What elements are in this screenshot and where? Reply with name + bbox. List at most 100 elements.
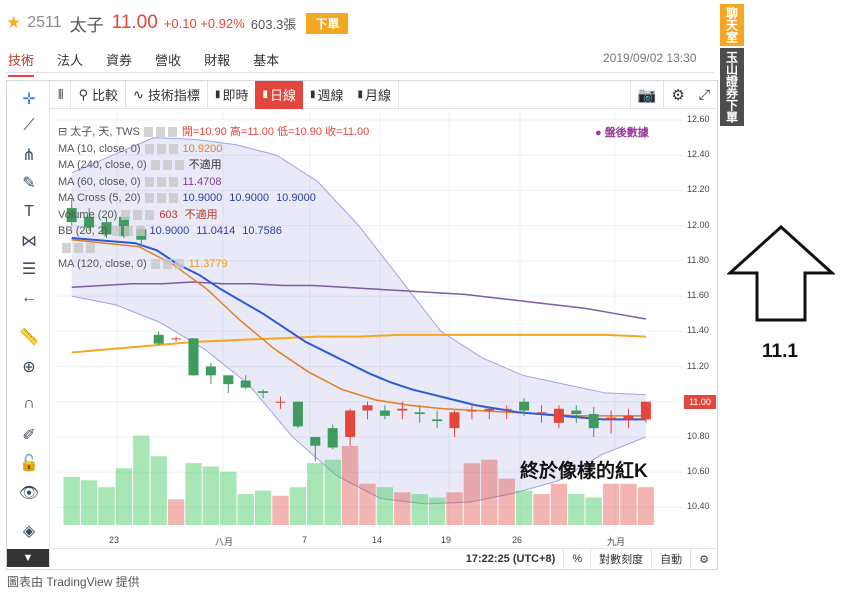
candle-body bbox=[379, 410, 390, 416]
legend-value: 10.9000 bbox=[149, 225, 190, 237]
compare-button[interactable]: ⚲ 比較 bbox=[71, 81, 125, 109]
pitchfork-icon[interactable]: ⋔ bbox=[22, 147, 36, 164]
period-icon: ▮ bbox=[214, 89, 221, 100]
legend-value: 603 bbox=[159, 208, 178, 221]
time-tick-label: 7 bbox=[302, 535, 308, 545]
pencil-lock-icon[interactable]: ✐ bbox=[22, 427, 36, 444]
legend-action-icons[interactable] bbox=[150, 259, 185, 270]
settings-icon[interactable]: ⚙ bbox=[671, 86, 685, 104]
after-hours-label[interactable]: ● 盤後數據 bbox=[595, 124, 649, 140]
legend-toggle-icon[interactable]: ⊟ bbox=[58, 126, 68, 138]
fib-icon[interactable]: ☰ bbox=[21, 261, 37, 278]
datetime: 2019/09/02 13:30 bbox=[603, 51, 697, 65]
camera-icon[interactable]: 📷 bbox=[637, 86, 657, 104]
indicators-button[interactable]: ∿ 技術指標 bbox=[126, 81, 207, 109]
legend-indicator-name: MA (120, close, 0) bbox=[58, 258, 147, 270]
volume-bar bbox=[498, 478, 515, 525]
ruler-icon[interactable]: 📏 bbox=[19, 329, 39, 346]
tab-basic[interactable]: 基本 bbox=[253, 53, 280, 68]
tab-revenue[interactable]: 營收 bbox=[155, 53, 182, 68]
tab-institutional[interactable]: 法人 bbox=[57, 53, 84, 68]
legend-row: MA (240, close, 0) 不適用 bbox=[58, 157, 369, 174]
legend-indicator-name: MA Cross (5, 20) bbox=[58, 192, 141, 204]
price-axis[interactable]: 12.60 12.40 12.20 12.00 11.80 11.60 11.40 11.20… bbox=[683, 110, 717, 550]
candle-body bbox=[66, 208, 77, 223]
legend-action-icons[interactable] bbox=[144, 176, 179, 187]
auto-scale-toggle[interactable]: 自動 bbox=[651, 548, 690, 570]
toolbar-separator bbox=[125, 80, 127, 109]
annotation-value: 11.1 bbox=[762, 341, 798, 362]
pattern-icon[interactable]: ⋈ bbox=[21, 233, 37, 250]
tab-technical[interactable]: 技術 bbox=[8, 50, 35, 77]
candle-style-button[interactable]: ⫴ bbox=[51, 81, 70, 109]
legend-value: 11.4708 bbox=[182, 175, 222, 188]
broker-order-tab[interactable]: 玉山證券下單 bbox=[720, 48, 744, 126]
time-tick-label: 14 bbox=[372, 535, 383, 545]
chatroom-tab[interactable]: 聊天室 bbox=[720, 4, 744, 46]
period-realtime[interactable]: ▮ 即時 bbox=[208, 81, 256, 109]
time-axis[interactable]: 23 八月 7 14 19 26 九月 bbox=[55, 535, 683, 548]
trendline-icon[interactable]: ⟋ bbox=[23, 117, 35, 134]
legend-value: 10.9000 bbox=[182, 192, 223, 204]
legend-row: BB (20, 2) 10.9000 11.0414 10.7586 bbox=[58, 223, 369, 240]
moving-average-line bbox=[71, 281, 647, 320]
candle-body bbox=[536, 412, 547, 414]
legend-action-icons[interactable] bbox=[150, 160, 185, 171]
volume-bar bbox=[428, 497, 446, 525]
price-tick-label: 12.00 bbox=[687, 219, 710, 230]
text-icon[interactable]: T bbox=[24, 203, 34, 220]
legend-row: MA (10, close, 0) 10.9200 bbox=[58, 141, 369, 158]
order-button[interactable]: 下單 bbox=[306, 12, 349, 34]
magnet-icon[interactable]: ∩ bbox=[23, 395, 35, 412]
indicators-label: 技術指標 bbox=[147, 88, 200, 103]
lock-icon[interactable]: 🔓 bbox=[19, 455, 39, 472]
price-chart[interactable] bbox=[55, 110, 683, 530]
legend-action-icons[interactable] bbox=[62, 242, 96, 253]
compare-icon: ⚲ bbox=[78, 86, 88, 102]
period-weekly[interactable]: ▮ 週線 bbox=[303, 81, 351, 109]
volume-bar bbox=[481, 459, 498, 525]
legend-action-icons[interactable] bbox=[111, 226, 146, 237]
candle-icon: ⫴ bbox=[58, 86, 64, 102]
candle-body bbox=[640, 401, 651, 420]
brush-icon[interactable]: ✎ bbox=[22, 175, 36, 192]
legend-row bbox=[58, 240, 369, 257]
time-tick-label: 19 bbox=[441, 535, 452, 545]
last-price-tag: 11.00 bbox=[684, 394, 716, 409]
legend-symbol: 太子, 天, TWS bbox=[70, 126, 140, 138]
volume-bar bbox=[220, 471, 237, 525]
volume-bar bbox=[533, 494, 550, 525]
fullscreen-icon[interactable]: ⤢ bbox=[698, 86, 710, 102]
legend-row: MA (120, close, 0) 11.3779 bbox=[58, 256, 369, 273]
crosshair-icon[interactable]: ✛ bbox=[22, 91, 36, 108]
legend-action-icons[interactable] bbox=[143, 127, 178, 138]
tab-margin[interactable]: 資券 bbox=[106, 53, 133, 68]
legend-action-icons[interactable] bbox=[144, 193, 179, 204]
candle-body bbox=[205, 366, 216, 376]
chart-legend: ⊟ 太子, 天, TWS 開=10.90 高=11.00 低=10.90 收=1… bbox=[58, 124, 369, 273]
volume-bar bbox=[133, 435, 150, 525]
collapse-icon[interactable]: ▼ bbox=[7, 549, 49, 567]
period-monthly[interactable]: ▮ 月線 bbox=[351, 81, 399, 109]
toolbar-separator bbox=[629, 80, 631, 109]
legend-indicator-name: MA (10, close, 0) bbox=[58, 142, 141, 155]
eye-icon[interactable]: 👁 bbox=[18, 485, 40, 502]
price-tick-label: 11.80 bbox=[687, 254, 709, 265]
star-icon[interactable]: ★ bbox=[6, 13, 22, 32]
arrow-left-icon[interactable]: ← bbox=[21, 289, 37, 306]
stock-header: ★ 2511 太子 11.00 +0.10 +0.92% 603.3張 下單 bbox=[6, 10, 349, 36]
legend-value: 11.0414 bbox=[196, 225, 236, 237]
price-tick-label: 10.40 bbox=[687, 501, 710, 512]
layers-icon[interactable]: ◈ bbox=[22, 523, 36, 540]
volume-bar bbox=[602, 483, 620, 525]
settings-icon[interactable]: ⚙ bbox=[690, 548, 717, 570]
tab-financials[interactable]: 財報 bbox=[204, 53, 231, 68]
log-scale-toggle[interactable]: 對數刻度 bbox=[590, 548, 651, 570]
volume-bar bbox=[324, 459, 341, 525]
zoom-in-icon[interactable]: ⊕ bbox=[22, 359, 36, 376]
legend-action-icons[interactable] bbox=[121, 209, 156, 220]
volume-bar bbox=[411, 494, 428, 525]
percent-toggle[interactable]: % bbox=[563, 548, 590, 570]
period-daily[interactable]: ▮ 日線 bbox=[255, 80, 303, 109]
legend-action-icons[interactable] bbox=[144, 143, 179, 154]
